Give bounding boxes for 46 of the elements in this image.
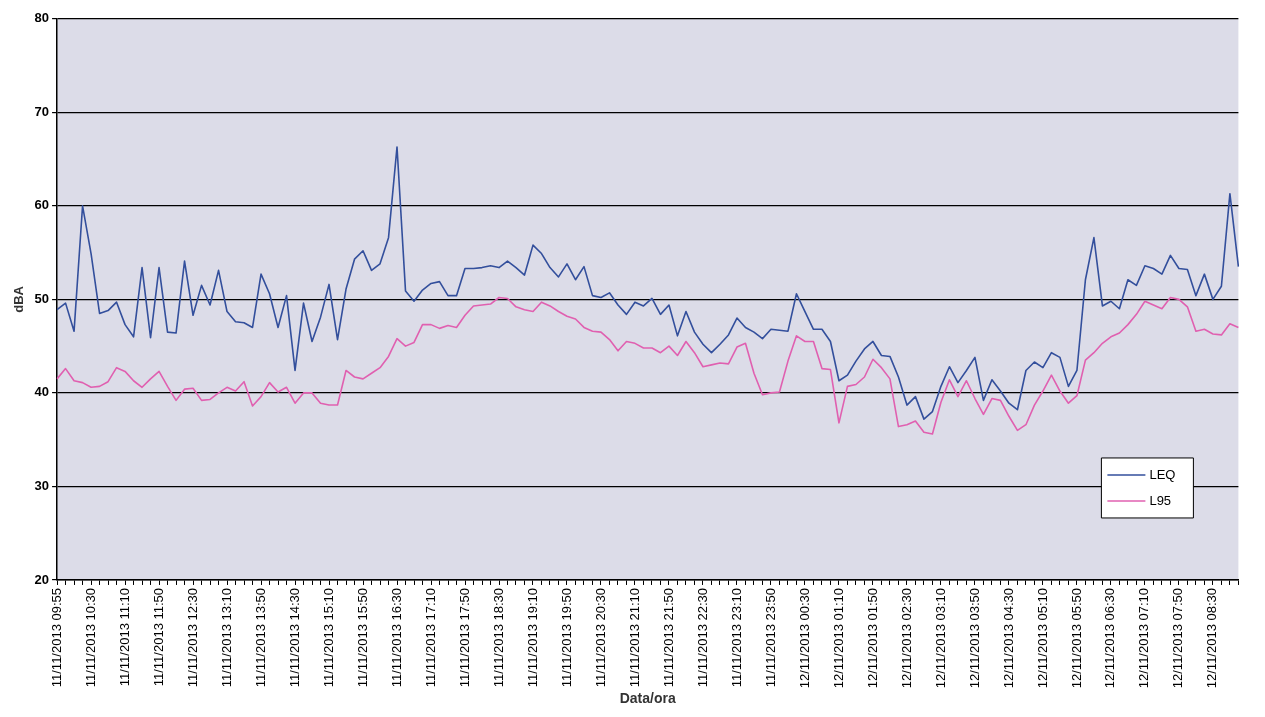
x-tick-label: 12/11/2013 05:50 (1068, 587, 1084, 689)
legend-label: L95 (1149, 492, 1172, 508)
y-tick-label: 30 (34, 478, 50, 494)
x-tick-label: 11/11/2013 09:55 (48, 587, 64, 688)
y-tick-label: 60 (34, 197, 50, 213)
x-tick-label: 11/11/2013 21:10 (626, 587, 642, 688)
x-tick-label: 12/11/2013 03:10 (932, 587, 948, 689)
x-tick-label: 11/11/2013 23:50 (762, 587, 778, 688)
x-tick-label: 12/11/2013 08:30 (1204, 587, 1220, 689)
x-tick-label: 11/11/2013 15:10 (320, 587, 336, 688)
x-tick-label: 11/11/2013 16:30 (388, 587, 404, 688)
y-axis-title: dBA (11, 285, 27, 313)
y-tick-label: 40 (34, 384, 50, 400)
x-tick-label: 11/11/2013 23:10 (728, 587, 744, 688)
x-tick-label: 11/11/2013 10:30 (82, 587, 98, 688)
x-tick-label: 11/11/2013 17:50 (456, 587, 472, 688)
x-tick-label: 11/11/2013 13:10 (218, 587, 234, 688)
x-tick-label: 11/11/2013 21:50 (660, 587, 676, 688)
x-tick-label: 12/11/2013 01:10 (830, 587, 846, 689)
x-tick-label: 11/11/2013 12:30 (184, 587, 200, 688)
x-tick-label: 11/11/2013 18:30 (490, 587, 506, 688)
x-tick-label: 12/11/2013 04:30 (1000, 587, 1016, 689)
x-tick-label: 11/11/2013 17:10 (422, 587, 438, 688)
x-tick-label: 11/11/2013 15:50 (354, 587, 370, 688)
x-tick-label: 12/11/2013 01:50 (864, 587, 880, 689)
x-tick-label: 12/11/2013 07:10 (1136, 587, 1152, 689)
x-tick-label: 11/11/2013 19:50 (558, 587, 574, 688)
x-tick-label: 12/11/2013 02:30 (898, 587, 914, 689)
x-tick-label: 12/11/2013 03:50 (966, 587, 982, 689)
x-tick-label: 12/11/2013 07:50 (1170, 587, 1186, 689)
x-tick-label: 11/11/2013 14:30 (286, 587, 302, 688)
y-tick-label: 70 (34, 103, 50, 119)
x-tick-label: 11/11/2013 13:50 (252, 587, 268, 688)
x-tick-label: 11/11/2013 22:30 (694, 587, 710, 688)
x-axis-title: Data/ora (619, 690, 676, 707)
x-tick-label: 11/11/2013 11:50 (150, 587, 166, 687)
x-tick-label: 11/11/2013 11:10 (116, 587, 132, 687)
y-tick-label: 20 (34, 571, 50, 587)
x-tick-label: 12/11/2013 05:10 (1034, 587, 1050, 689)
x-tick-label: 11/11/2013 20:30 (592, 587, 608, 688)
x-tick-label: 12/11/2013 00:30 (796, 587, 812, 689)
y-tick-label: 80 (34, 10, 50, 26)
x-tick-label: 11/11/2013 19:10 (524, 587, 540, 688)
x-tick-label: 12/11/2013 06:30 (1102, 587, 1118, 689)
legend-label: LEQ (1149, 466, 1176, 482)
y-tick-label: 50 (34, 290, 50, 306)
